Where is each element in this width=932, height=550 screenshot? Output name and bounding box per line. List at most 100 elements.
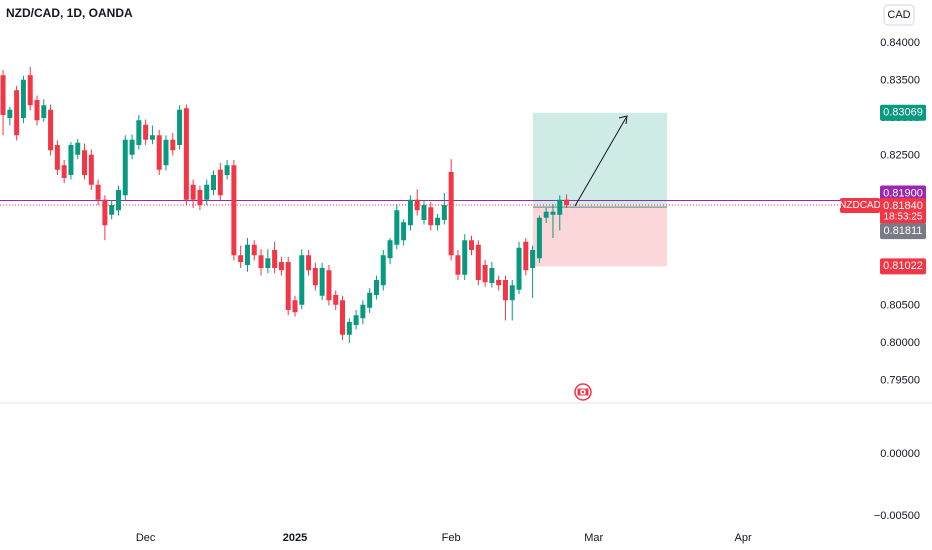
candle-body <box>421 204 427 220</box>
candle-body <box>380 255 386 286</box>
candle-body <box>231 165 237 256</box>
candle-body <box>285 261 291 310</box>
stop-tag-bg <box>880 258 926 275</box>
arrow-line <box>574 115 628 207</box>
candle-body <box>475 244 481 280</box>
alert-tag: 0.81900 <box>883 187 923 199</box>
entry-tag: 0.81811 <box>884 225 923 237</box>
candle-body <box>373 279 379 295</box>
candle-body <box>0 75 6 115</box>
flag-icon <box>574 383 592 401</box>
candle-body <box>177 109 183 145</box>
x-tick-label: 2025 <box>283 532 307 544</box>
arrow-head <box>618 115 628 125</box>
candle-body <box>244 244 250 265</box>
alert-tag-bg <box>880 185 926 202</box>
y2-tick-label: −0.00500 <box>874 510 920 522</box>
candle-body <box>455 255 461 275</box>
candle-body <box>20 79 26 118</box>
candle-body <box>170 139 176 151</box>
candle-body <box>448 171 454 256</box>
candle-body <box>502 279 508 301</box>
candle-body <box>550 211 556 215</box>
candle-body <box>143 124 149 140</box>
candle-body <box>102 199 108 226</box>
last-price-tag-bg <box>880 197 926 224</box>
candle-body <box>156 135 162 170</box>
candle-body <box>333 294 339 305</box>
candle-body <box>414 199 420 211</box>
chart-title: NZD/CAD, 1D, OANDA <box>6 6 133 20</box>
candle-body <box>407 199 413 226</box>
candle-body <box>312 267 318 286</box>
candle-body <box>319 267 325 296</box>
candle-body <box>428 207 434 226</box>
target-tag: 0.83069 <box>883 107 923 119</box>
candle-body <box>530 249 536 268</box>
candle-body <box>129 139 135 155</box>
candle-body <box>394 210 400 245</box>
currency-button[interactable] <box>883 4 915 26</box>
candle-body <box>122 139 128 196</box>
x-tick-label: Apr <box>735 532 752 544</box>
candle-body <box>516 247 522 290</box>
entry-tag-bg <box>880 223 926 240</box>
candle-body <box>224 165 230 175</box>
candle-body <box>462 240 468 275</box>
candle-body <box>441 204 447 220</box>
candle-body <box>401 222 407 241</box>
candle-body <box>115 189 121 211</box>
candle-body <box>27 75 33 106</box>
x-tick-label: Feb <box>442 532 461 544</box>
candle-body <box>204 184 210 200</box>
candle-body <box>360 304 366 319</box>
target-zone <box>533 112 667 208</box>
candle-body <box>509 285 515 301</box>
candle-body <box>346 321 352 335</box>
candle-body <box>469 240 475 250</box>
candle-body <box>482 264 488 283</box>
symbol-tag: NZDCAD <box>839 200 881 211</box>
candle-body <box>82 150 88 175</box>
candle-body <box>278 261 284 271</box>
x-tick-label: Dec <box>136 532 156 544</box>
candle-body <box>265 258 271 268</box>
candle-body <box>564 199 570 205</box>
candle-body <box>48 109 54 151</box>
currency-label[interactable]: CAD <box>887 9 910 21</box>
candle-body <box>190 184 196 200</box>
candle-body <box>299 255 305 305</box>
y-tick-label: 0.79500 <box>880 374 920 386</box>
target-tag-bg <box>880 104 926 121</box>
candle-body <box>251 244 257 256</box>
candle-body <box>258 255 264 268</box>
candle-body <box>557 199 563 215</box>
stop-zone <box>533 207 667 267</box>
y-tick-label: 0.83500 <box>880 74 920 86</box>
candle-body <box>387 240 393 259</box>
candle-body <box>75 142 81 155</box>
candle-body <box>306 255 312 271</box>
candle-body <box>435 217 441 226</box>
candle-body <box>340 300 346 335</box>
candle-body <box>109 204 115 215</box>
candle-body <box>41 105 47 118</box>
candle-body <box>68 144 74 175</box>
candle-body <box>536 217 542 259</box>
candle-body <box>489 267 495 283</box>
candle-body <box>543 211 549 218</box>
candle-body <box>61 165 67 178</box>
candle-body <box>523 241 529 271</box>
candle-body <box>211 174 217 190</box>
candle-body <box>367 292 373 308</box>
y-tick-label: 0.80500 <box>880 299 920 311</box>
y-tick-label: 0.84000 <box>880 37 920 49</box>
stop-tag: 0.81022 <box>883 260 923 272</box>
candle-body <box>54 144 60 170</box>
candle-body <box>34 99 40 121</box>
candle-body <box>183 108 189 200</box>
candle-body <box>14 90 20 136</box>
